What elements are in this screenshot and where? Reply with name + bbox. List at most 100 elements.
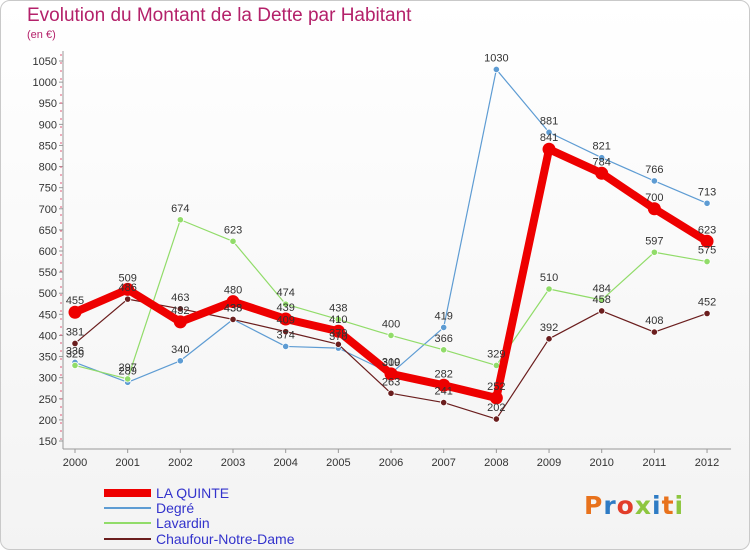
data-label: 379 <box>329 327 347 339</box>
x-tick-label: 2000 <box>63 457 87 469</box>
data-label: 370 <box>329 331 347 343</box>
y-tick-label: 850 <box>39 140 57 152</box>
y-tick-label: 650 <box>39 225 57 237</box>
data-label: 252 <box>487 381 505 393</box>
x-tick-label: 2005 <box>326 457 350 469</box>
data-point <box>595 166 609 180</box>
data-label: 575 <box>698 245 716 257</box>
data-point <box>440 398 448 407</box>
y-tick-label: 800 <box>39 162 57 174</box>
data-point <box>229 315 237 323</box>
data-point <box>437 378 451 392</box>
data-label: 509 <box>118 272 136 284</box>
data-label: 700 <box>645 192 663 204</box>
x-tick-label: 2012 <box>695 457 719 469</box>
data-label: 310 <box>382 356 400 368</box>
data-point <box>71 339 79 348</box>
y-tick-label: 400 <box>39 330 57 342</box>
data-point <box>650 177 658 185</box>
data-label: 241 <box>435 386 453 398</box>
data-point <box>334 315 342 323</box>
x-tick-label: 2004 <box>273 457 297 469</box>
y-tick-label: 200 <box>39 415 57 427</box>
data-point <box>650 248 658 256</box>
chart-title: Evolution du Montant de la Dette par Hab… <box>27 5 412 26</box>
data-label: 766 <box>645 164 663 176</box>
y-tick-label: 450 <box>39 309 57 321</box>
data-point <box>700 234 714 248</box>
data-label: 510 <box>540 272 558 284</box>
legend-label: Degré <box>156 500 194 516</box>
y-tick-label: 700 <box>39 204 57 216</box>
y-tick-label: 550 <box>39 267 57 279</box>
data-label: 438 <box>224 302 242 314</box>
y-tick-label: 950 <box>39 98 57 110</box>
data-point <box>334 340 342 348</box>
data-label: 392 <box>540 322 558 334</box>
data-label: 463 <box>171 292 189 304</box>
data-label: 438 <box>329 302 347 314</box>
data-point <box>545 128 553 136</box>
data-label: 409 <box>277 315 295 327</box>
x-tick-label: 2002 <box>168 457 192 469</box>
data-label: 329 <box>487 348 505 360</box>
data-label: 623 <box>698 224 716 236</box>
data-point <box>703 257 711 266</box>
data-label: 439 <box>277 302 295 314</box>
data-point <box>440 346 448 354</box>
proxiti-logo: Proxiti <box>584 491 685 520</box>
data-label: 623 <box>224 224 242 236</box>
x-tick-label: 2007 <box>431 457 455 469</box>
data-label: 329 <box>66 348 84 360</box>
data-point <box>703 309 711 318</box>
y-tick-label: 150 <box>39 436 57 448</box>
y-tick-label: 750 <box>39 183 57 195</box>
data-label: 202 <box>487 402 505 414</box>
data-label: 1030 <box>484 52 508 64</box>
y-tick-label: 500 <box>39 288 57 300</box>
data-point <box>121 282 135 296</box>
data-label: 597 <box>645 235 663 247</box>
data-point <box>387 389 395 397</box>
data-point <box>545 285 553 293</box>
data-point <box>282 342 290 351</box>
data-point <box>440 323 448 332</box>
data-label: 432 <box>171 305 189 317</box>
data-point <box>124 295 132 303</box>
series-line-2 <box>74 219 708 380</box>
y-tick-label: 250 <box>39 394 57 406</box>
data-point <box>71 361 79 370</box>
data-label: 336 <box>66 345 84 357</box>
data-point <box>650 328 658 336</box>
data-point <box>492 361 500 370</box>
data-label: 458 <box>593 294 611 306</box>
data-label: 289 <box>118 365 136 377</box>
data-label: 419 <box>435 310 453 322</box>
data-point <box>703 199 711 207</box>
data-label: 674 <box>171 203 189 215</box>
legend-label: LA QUINTE <box>156 485 229 501</box>
y-tick-label: 900 <box>39 119 57 131</box>
data-label: 297 <box>118 362 136 374</box>
x-tick-label: 2010 <box>589 457 613 469</box>
data-label: 282 <box>435 368 453 380</box>
x-tick-label: 2006 <box>379 457 403 469</box>
data-point <box>492 415 500 423</box>
y-tick-label: 300 <box>39 373 57 385</box>
data-label: 263 <box>382 376 400 388</box>
data-label: 374 <box>277 329 295 341</box>
data-point <box>282 300 290 308</box>
data-point <box>598 154 606 162</box>
data-point <box>176 216 184 224</box>
data-point <box>226 295 240 309</box>
data-point <box>68 305 82 319</box>
y-tick-label: 1050 <box>33 56 57 68</box>
data-label: 484 <box>593 283 611 295</box>
data-point <box>229 237 237 245</box>
data-label: 841 <box>540 132 558 144</box>
x-tick-label: 2011 <box>643 457 667 469</box>
data-point <box>647 202 661 216</box>
data-point <box>282 328 290 336</box>
legend-label: Lavardin <box>156 515 210 531</box>
data-label: 713 <box>698 186 716 198</box>
